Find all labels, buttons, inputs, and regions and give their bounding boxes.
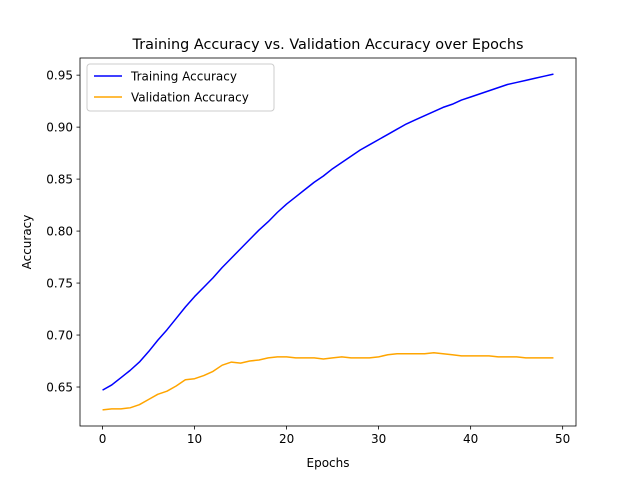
y-tick-label: 0.80: [46, 224, 73, 238]
x-tick-label: 0: [99, 432, 107, 446]
y-axis: 0.65 0.70 0.75 0.80 0.85 0.90 0.95: [46, 68, 80, 394]
y-tick-label: 0.70: [46, 328, 73, 342]
x-axis-label: Epochs: [307, 456, 350, 470]
y-tick-label: 0.95: [46, 68, 73, 82]
y-tick-label: 0.75: [46, 276, 73, 290]
legend-label-validation: Validation Accuracy: [131, 91, 249, 105]
series-line-training-accuracy: [102, 73, 554, 391]
x-tick-label: 10: [187, 432, 202, 446]
legend-box: [86, 63, 275, 112]
x-tick-label: 40: [463, 432, 478, 446]
plot-area: [79, 57, 577, 427]
y-tick-label: 0.65: [46, 380, 73, 394]
chart-title: Training Accuracy vs. Validation Accurac…: [132, 37, 524, 53]
legend-label-training: Training Accuracy: [130, 70, 237, 84]
legend: Training Accuracy Validation Accuracy: [86, 63, 275, 112]
x-tick-label: 20: [279, 432, 294, 446]
x-tick-label: 50: [555, 432, 570, 446]
plot-frame: [79, 57, 577, 427]
y-tick-label: 0.90: [46, 120, 73, 134]
y-axis-label: Accuracy: [20, 215, 34, 270]
y-tick-label: 0.85: [46, 172, 73, 186]
x-tick-label: 30: [371, 432, 386, 446]
series-layer: [102, 73, 554, 411]
x-axis: 0 10 20 30 40 50: [99, 426, 570, 446]
series-line-validation-accuracy: [102, 351, 554, 411]
